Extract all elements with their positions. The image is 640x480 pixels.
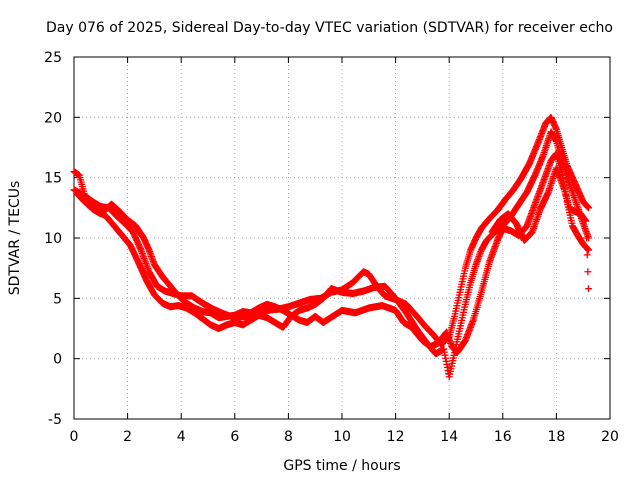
data-point — [582, 217, 590, 225]
y-tick-label: -5 — [48, 412, 62, 428]
y-tick-label: 20 — [44, 110, 62, 126]
y-tick-label: 25 — [44, 50, 62, 66]
x-tick-label: 18 — [547, 429, 565, 445]
x-tick-label: 6 — [230, 429, 239, 445]
data-point — [585, 246, 593, 254]
data-point — [585, 204, 593, 212]
x-tick-label: 10 — [333, 429, 351, 445]
y-tick-label: 10 — [44, 231, 62, 247]
x-tick-label: 8 — [284, 429, 293, 445]
y-tick-label: 0 — [53, 352, 62, 368]
x-tick-label: 0 — [70, 429, 79, 445]
y-axis-label: SDTVAR / TECUs — [7, 181, 23, 296]
data-point — [583, 251, 591, 259]
x-axis-label: GPS time / hours — [283, 458, 400, 474]
plot-frame — [73, 56, 611, 420]
x-tick-label: 14 — [440, 429, 458, 445]
data-point — [584, 268, 592, 276]
x-tick-label: 16 — [494, 429, 512, 445]
grid — [74, 57, 610, 419]
x-tick-label: 20 — [601, 429, 619, 445]
x-tick-label: 12 — [387, 429, 405, 445]
x-tick-label: 4 — [177, 429, 186, 445]
axis-ticks: 0 2 4 6 8 10 12 14 16 18 20 -5 0 5 10 15 20 25 — [44, 50, 619, 445]
data-marks — [70, 113, 593, 381]
data-point — [583, 234, 591, 242]
y-tick-label: 15 — [44, 171, 62, 187]
x-tick-label: 2 — [123, 429, 132, 445]
data-point — [585, 285, 593, 293]
y-tick-label: 5 — [53, 291, 62, 307]
chart-title: Day 076 of 2025, Sidereal Day-to-day VTE… — [46, 20, 613, 36]
